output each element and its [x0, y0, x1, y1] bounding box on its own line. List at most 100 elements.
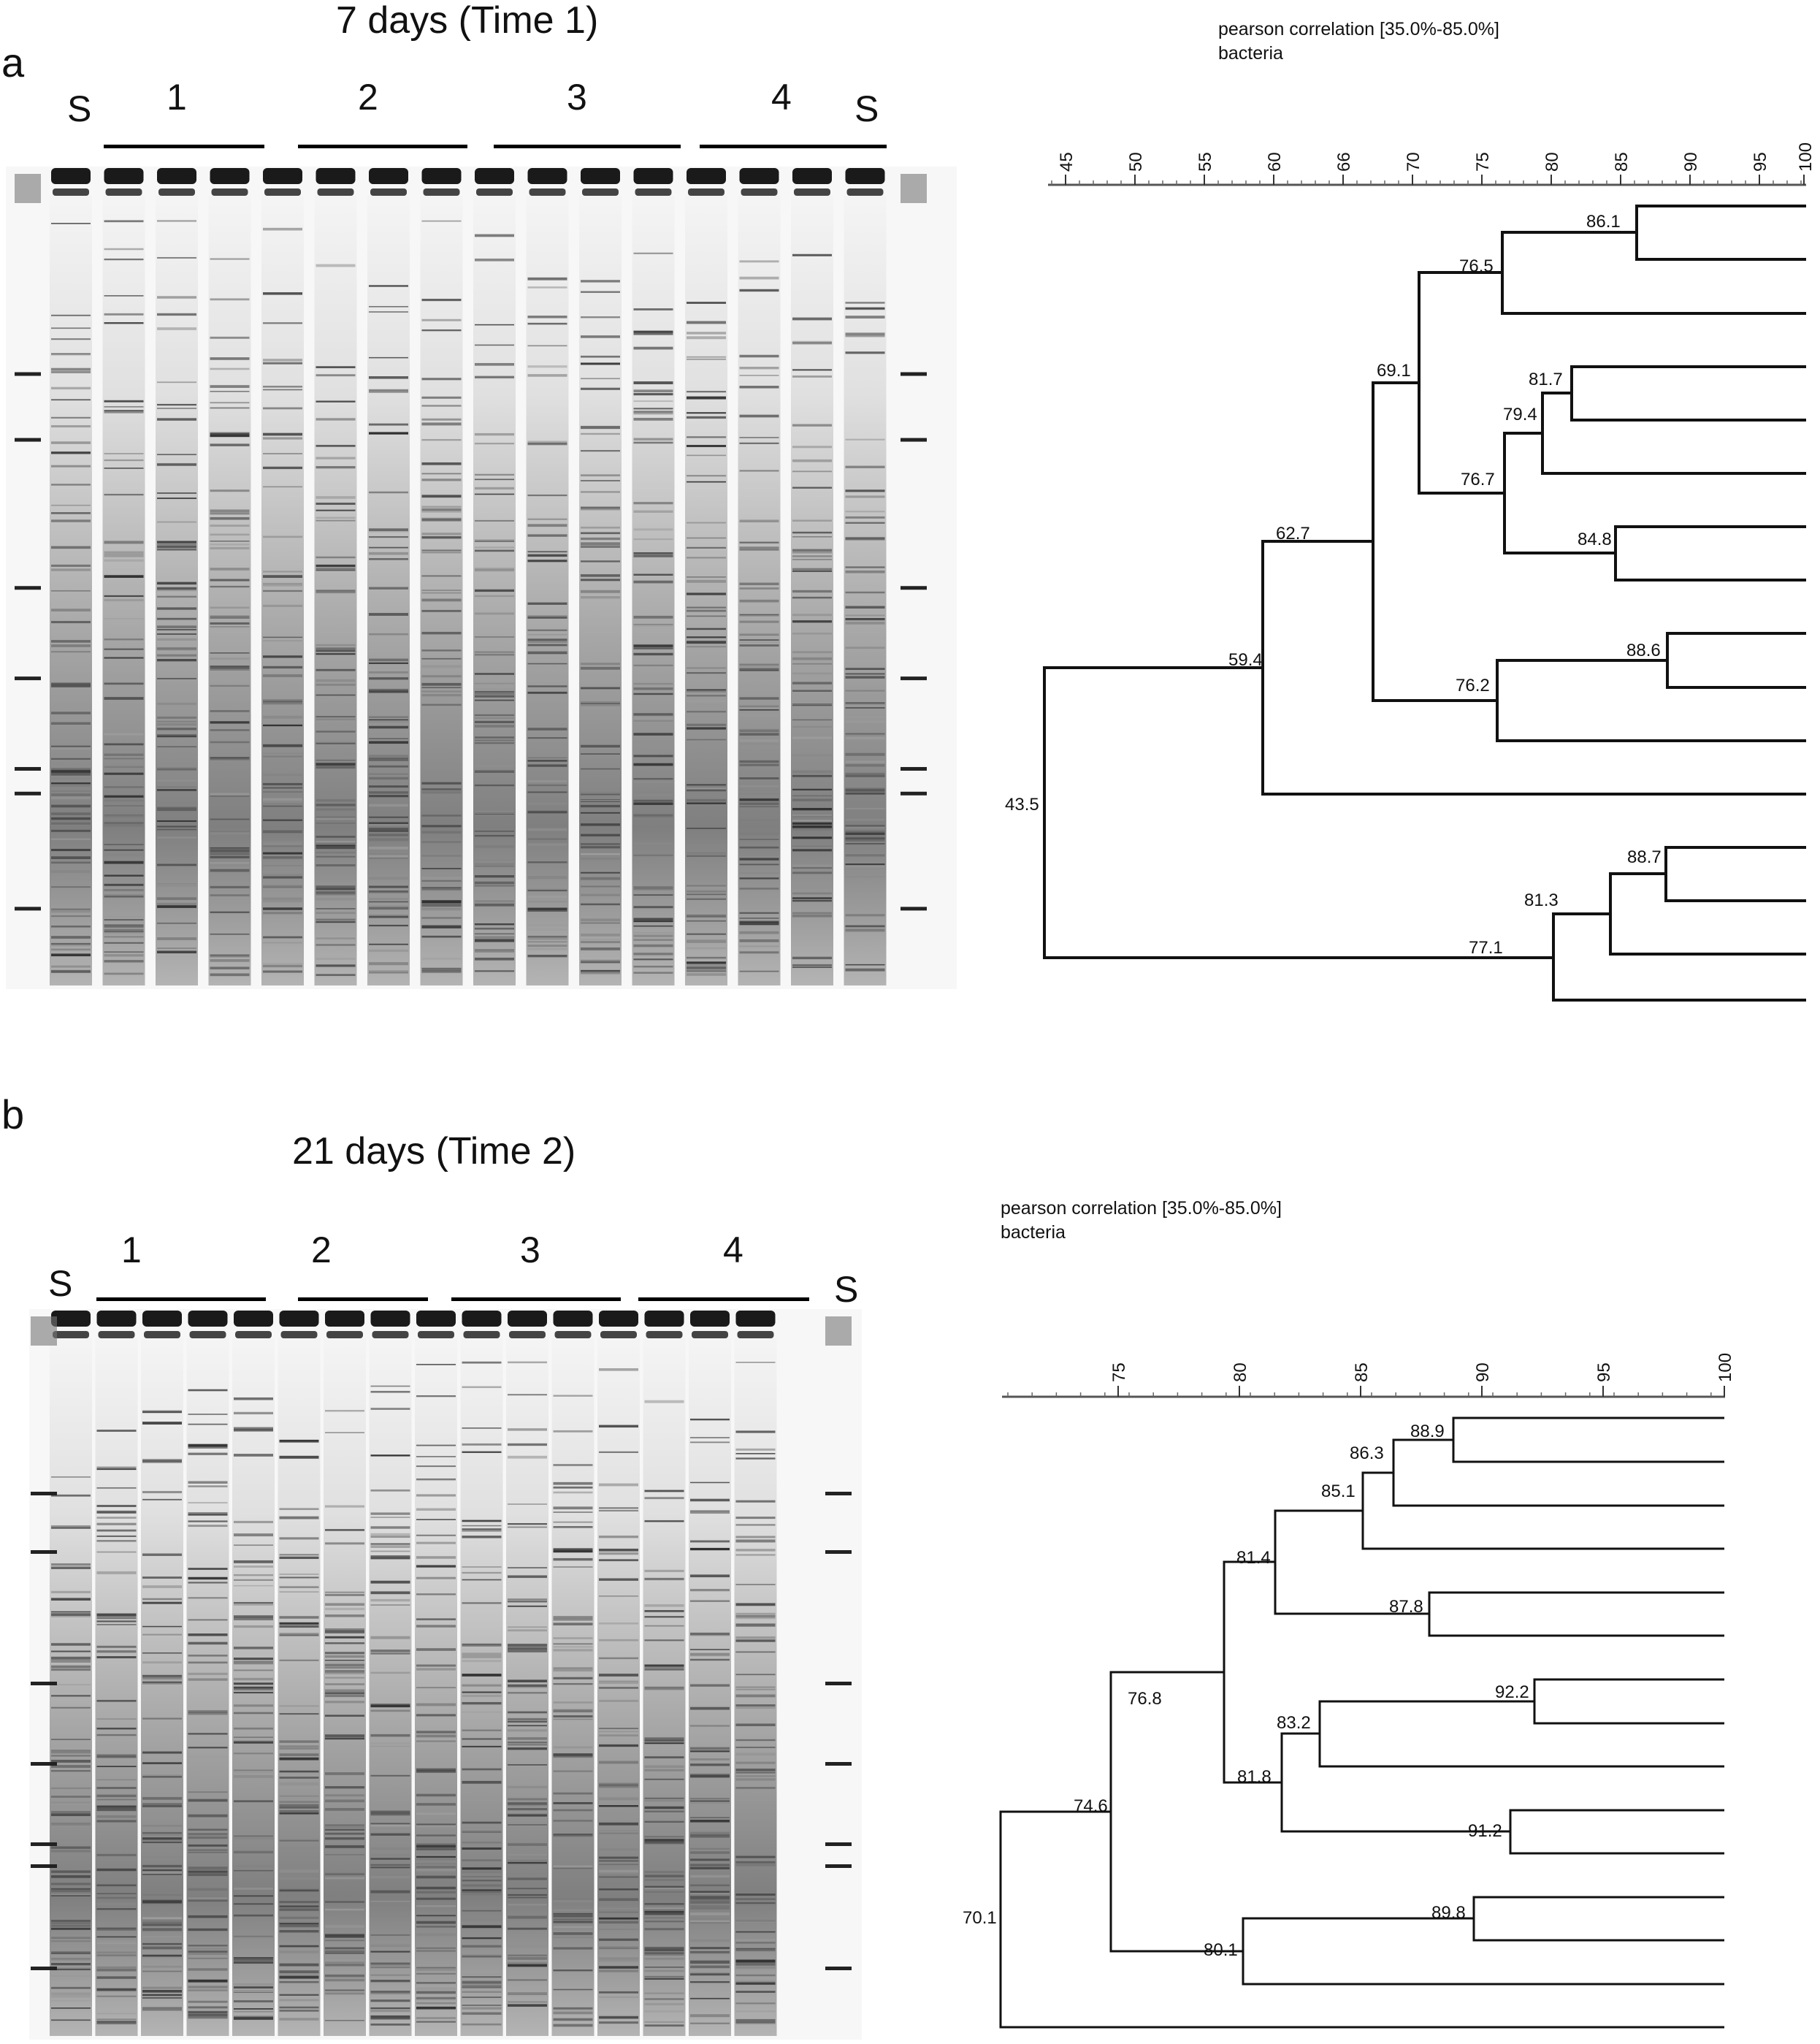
panel-a-dendrogram-subject: bacteria	[1218, 43, 1283, 64]
dendro-a-branch	[1609, 872, 1806, 956]
dendro-b-branch	[1428, 1591, 1724, 1637]
dendro-b-branch	[1533, 1678, 1724, 1725]
dendro-a-node-label: 84.8	[1578, 530, 1612, 549]
dendro-b-branches	[999, 1416, 1724, 2029]
dendro-b-node-label: 83.2	[1277, 1713, 1311, 1733]
panel-a-group-2-label: 2	[358, 77, 378, 118]
dendro-b-branch	[1392, 1438, 1724, 1507]
gel-b-lane	[232, 1311, 275, 2036]
dendro-a-tick-label: 85	[1612, 152, 1632, 172]
panel-a-dgge-gel	[6, 167, 957, 989]
dendro-a-branch	[1635, 205, 1806, 261]
dendro-a-tick-label: 70	[1404, 152, 1423, 172]
gel-b-lane	[50, 1311, 92, 2036]
dendro-a-node-label: 81.3	[1524, 891, 1559, 910]
dendro-b-tick-label: 85	[1352, 1362, 1372, 1382]
dendro-b-node-label: 81.4	[1236, 1548, 1271, 1568]
gel-a-standard-lane	[15, 174, 41, 911]
gel-b-lane	[643, 1311, 686, 2036]
dendro-a-tick-label: 66	[1334, 152, 1354, 172]
dendro-a-tick-label: 90	[1681, 152, 1701, 172]
panel-a-group-4-label: 4	[771, 77, 792, 118]
panel-a-standard-label-left: S	[67, 88, 92, 129]
dendro-a-tick-label: 75	[1473, 152, 1493, 172]
dendro-a-branch	[1541, 392, 1806, 475]
gel-b-lane	[278, 1311, 321, 2036]
dendro-a-node-label: 76.5	[1459, 256, 1494, 276]
dendro-b-tick-label: 75	[1109, 1362, 1129, 1382]
panel-a-dendrogram: 45 50 55 60 66 70 75 80 85 90 95 100 86.…	[1005, 142, 1816, 1002]
gel-a-lane	[526, 168, 569, 985]
dendro-b-node-label: 80.1	[1204, 1940, 1238, 1960]
gel-b-lane	[95, 1311, 138, 2036]
gel-b-standard-lane	[31, 1316, 57, 1970]
gel-b-lane	[460, 1311, 503, 2036]
dendro-a-node-label: 62.7	[1276, 524, 1310, 544]
dendro-a-node-label: 59.4	[1228, 650, 1263, 670]
dendro-a-branch	[1418, 271, 1504, 495]
gel-a-lane	[791, 168, 833, 985]
dendro-a-node-label: 43.5	[1005, 795, 1039, 815]
dendro-a-tick-label: 80	[1542, 152, 1562, 172]
dendro-a-tick-label: 60	[1265, 152, 1285, 172]
panel-a-group-1-label: 1	[167, 77, 187, 118]
dendro-b-tick-label: 90	[1473, 1362, 1493, 1382]
dendro-b-major-ticks	[1117, 1386, 1725, 1397]
gel-b-lane	[186, 1311, 229, 2036]
panel-b-standard-label-right: S	[834, 1269, 859, 1310]
gel-b-lane	[415, 1311, 457, 2036]
panel-b-group-4-bar	[638, 1297, 809, 1301]
panel-a-group-2-bar	[298, 145, 467, 148]
gel-b-image	[29, 1309, 862, 2040]
dendro-a-node-label: 77.1	[1469, 938, 1503, 958]
dendro-a-tick-label: 55	[1196, 152, 1215, 172]
panel-b-dgge-gel	[29, 1309, 862, 2040]
panel-b-title: 21 days (Time 2)	[292, 1130, 576, 1172]
dendro-b-tick-label: 80	[1231, 1362, 1250, 1382]
panel-b-letter: b	[1, 1091, 25, 1137]
gel-a-lane	[473, 168, 516, 985]
gel-b-lane	[141, 1311, 183, 2036]
gel-a-lane	[208, 168, 251, 985]
panel-a-dendrogram-metric: pearson correlation [35.0%-85.0%]	[1218, 19, 1499, 39]
panel-a-standard-label-right: S	[854, 88, 879, 129]
dendro-a-node-label: 76.7	[1461, 470, 1495, 489]
dendro-a-branches	[1043, 205, 1806, 1002]
gel-b-lane	[597, 1311, 640, 2036]
dendro-b-branch	[1472, 1896, 1724, 1942]
gel-b-lane	[734, 1311, 777, 2036]
dendro-a-branch	[1552, 912, 1806, 1002]
dendro-b-branch	[1280, 1732, 1510, 1833]
dendro-b-branch	[1242, 1917, 1724, 1986]
gel-a-lane	[102, 168, 145, 985]
gel-b-lane	[324, 1311, 366, 2036]
dendro-b-branch	[1223, 1560, 1282, 1784]
gel-b-lane	[506, 1311, 548, 2036]
dendro-a-branch	[1496, 659, 1806, 742]
dendro-a-branch	[1372, 381, 1497, 702]
dendro-b-branch	[1452, 1416, 1724, 1463]
dendro-a-node-label: 81.7	[1529, 370, 1563, 389]
panel-a-letter: a	[1, 39, 25, 85]
dendro-a-major-ticks	[1065, 175, 1805, 185]
panel-a-dendrogram-header: pearson correlation [35.0%-85.0%] bacter…	[1218, 18, 1499, 66]
gel-b-standard-lane	[825, 1316, 852, 1970]
gel-a-lane	[367, 168, 410, 985]
dendro-b-node-label: 89.8	[1431, 1903, 1466, 1923]
gel-b-lane	[689, 1311, 731, 2036]
dendro-b-node-label: 88.9	[1410, 1422, 1445, 1441]
panel-b-group-1-bar	[96, 1297, 266, 1301]
panel-b-dendrogram: 75 80 85 90 95 100 88.9 86.3 85.1 81.4 8…	[963, 1353, 1735, 2029]
gel-a-lane	[156, 168, 198, 985]
gel-b-lane	[369, 1311, 412, 2036]
panel-b-standard-label-left: S	[48, 1263, 73, 1304]
gel-a-lane	[420, 168, 463, 985]
panel-b-group-1-label: 1	[121, 1229, 142, 1270]
dendro-b-branch	[1361, 1471, 1724, 1550]
panel-a-title: 7 days (Time 1)	[336, 0, 599, 42]
dendro-b-node-label: 85.1	[1321, 1481, 1356, 1501]
dendro-a-tick-label: 45	[1057, 152, 1077, 172]
dendro-b-node-label: 92.2	[1495, 1682, 1529, 1702]
dendro-a-node-label: 79.4	[1503, 405, 1537, 424]
dendro-b-branch	[1318, 1700, 1724, 1768]
